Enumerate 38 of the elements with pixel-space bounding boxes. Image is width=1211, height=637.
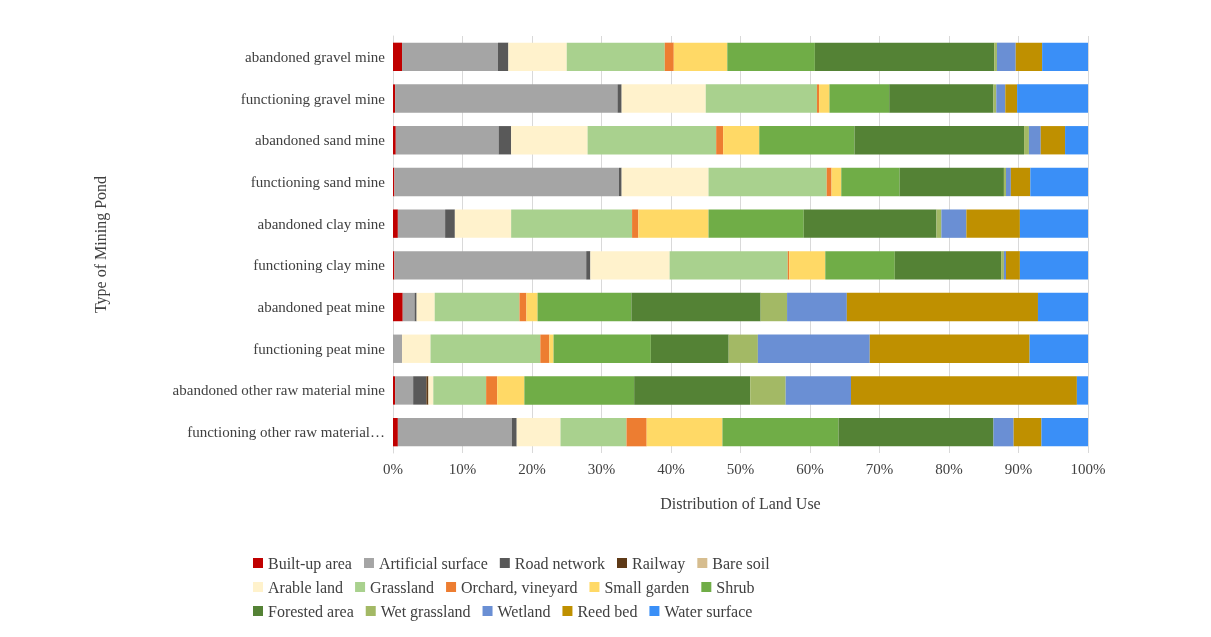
y-tick-label: functioning gravel mine [240,90,386,107]
legend-label: Forested area [268,602,354,620]
x-axis-title: Distribution of Land Use [660,494,821,512]
x-tick-label: 60% [796,460,824,477]
legend-label: Arable land [268,578,344,596]
legend-label: Shrub [716,578,755,596]
y-tick-label: abandoned sand mine [255,132,386,149]
legend-label: Artificial surface [378,554,488,572]
legend-label: Railway [632,554,686,573]
x-tick-label: 20% [518,460,546,477]
y-tick-label: abandoned gravel mine [245,48,386,65]
y-tick-label: functioning sand mine [250,173,386,190]
legend-label: Bare soil [712,554,771,572]
legend-label: Water surface [664,602,753,620]
x-tick-label: 40% [657,460,685,477]
y-tick-label: functioning other raw material… [187,424,385,441]
y-axis-title: Type of Mining Pond [91,175,110,314]
legend-label: Grassland [370,578,435,596]
legend-label: Road network [514,554,605,572]
legend-label: Built-up area [268,554,352,573]
x-tick-label: 50% [726,460,755,477]
legend-label: Small garden [604,578,690,597]
legend-label: Wet grassland [380,602,471,621]
x-tick-label: 100% [1070,460,1106,477]
legend-label: Orchard, vineyard [461,578,578,597]
legend-label: Reed bed [577,602,638,620]
y-tick-label: functioning peat mine [253,340,386,357]
x-tick-label: 80% [935,460,963,477]
y-tick-label: abandoned other raw material mine [172,382,386,399]
x-tick-label: 90% [1004,460,1033,477]
y-tick-label: functioning clay mine [253,257,386,274]
x-tick-label: 30% [587,460,616,477]
x-tick-label: 10% [448,460,477,477]
y-tick-label: abandoned clay mine [257,215,386,232]
y-tick-label: abandoned peat mine [257,299,386,316]
x-tick-label: 70% [865,460,894,477]
legend-label: Wetland [497,602,551,620]
x-tick-label: 0% [383,460,403,477]
